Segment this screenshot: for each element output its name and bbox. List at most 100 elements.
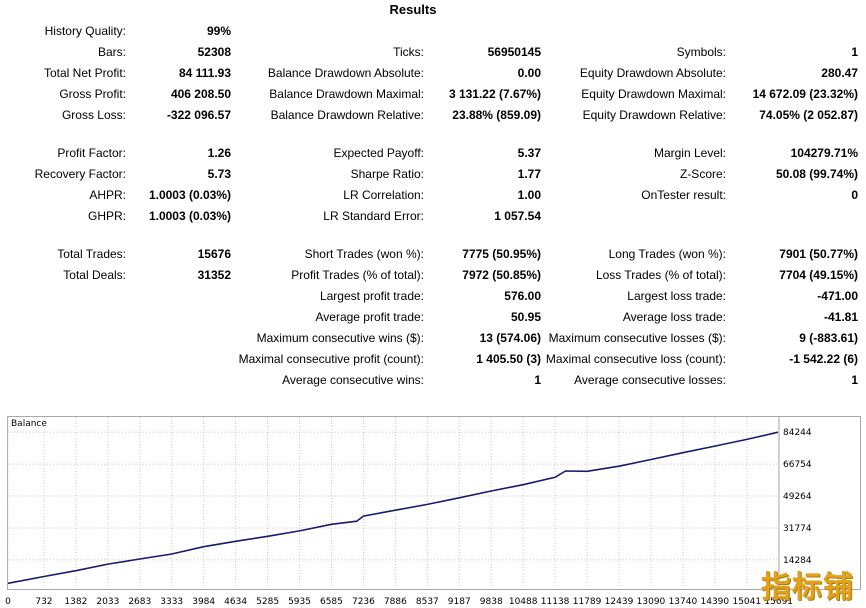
recovery-factor-label: Recovery Factor: [34,167,126,181]
ghpr-value: 1.0003 (0.03%) [148,209,231,223]
total-net-profit-label: Total Net Profit: [43,66,126,80]
avg-loss-value: -41.81 [823,310,858,324]
x-tick-label: 2683 [128,597,151,607]
gross-profit-label: Gross Profit: [59,87,126,101]
history-quality-label: History Quality: [44,24,126,38]
balance-dd-rel-value: 23.88% (859.09) [452,108,541,122]
short-trades-value: 7775 (50.95%) [462,247,541,261]
x-tick-label: 13740 [669,597,698,607]
ahpr-value: 1.0003 (0.03%) [148,188,231,202]
max-consec-wins-label: Maximum consecutive wins ($): [256,331,424,345]
x-tick-label: 11789 [573,597,602,607]
x-tick-label: 7236 [352,597,375,607]
profit-factor-label: Profit Factor: [57,146,126,160]
y-tick-label: 14284 [783,556,812,566]
x-tick-label: 5285 [256,597,279,607]
margin-level-value: 104279.71% [790,146,858,160]
lr-correlation-value: 1.00 [517,188,541,202]
x-tick-label: 14390 [701,597,730,607]
symbols-label: Symbols: [676,45,726,59]
z-score-value: 50.08 (99.74%) [775,167,858,181]
ontester-label: OnTester result: [641,188,726,202]
max-consec-losses-value: 9 (-883.61) [799,331,858,345]
total-net-profit-value: 84 111.93 [178,66,231,80]
x-tick-label: 3984 [192,597,215,607]
balance-dd-abs-label: Balance Drawdown Absolute: [267,66,424,80]
lr-std-error-label: LR Standard Error: [323,209,424,223]
balance-series-line [7,431,779,585]
largest-profit-value: 576.00 [504,289,541,303]
x-tick-label: 732 [35,597,52,607]
ticks-label: Ticks: [393,45,424,59]
avg-loss-label: Average loss trade: [622,310,726,324]
lr-std-error-value: 1 057.54 [494,209,541,223]
largest-profit-label: Largest profit trade: [319,289,424,303]
equity-dd-rel-label: Equity Drawdown Relative: [582,108,726,122]
ticks-value: 56950145 [487,45,541,59]
lr-correlation-label: LR Correlation: [343,188,424,202]
maximal-consec-loss-label: Maximal consecutive loss (count): [545,352,726,366]
margin-level-label: Margin Level: [653,146,726,160]
avg-consec-losses-value: 1 [851,373,858,387]
ontester-value: 0 [851,188,858,202]
recovery-factor-value: 5.73 [207,167,231,181]
history-quality-value: 99% [206,24,231,38]
sharpe-ratio-label: Sharpe Ratio: [350,167,424,181]
bars-label: Bars: [97,45,126,59]
total-deals-value: 31352 [197,268,231,282]
y-tick-label: 49264 [783,492,812,502]
x-tick-label: 8537 [416,597,439,607]
profit-trades-label: Profit Trades (% of total): [291,268,424,282]
avg-consec-losses-label: Average consecutive losses: [574,373,726,387]
x-tick-label: 10488 [509,597,538,607]
profit-factor-value: 1.26 [207,146,231,160]
y-tick-label: 84244 [783,428,812,438]
sharpe-ratio-value: 1.77 [517,167,541,181]
gross-loss-value: -322 096.57 [166,108,231,122]
x-tick-label: 9187 [448,597,471,607]
long-trades-value: 7901 (50.77%) [779,247,858,261]
avg-consec-wins-label: Average consecutive wins: [282,373,424,387]
loss-trades-label: Loss Trades (% of total): [595,268,726,282]
ghpr-label: GHPR: [87,209,126,223]
ahpr-label: AHPR: [89,188,126,202]
total-trades-value: 15676 [197,247,231,261]
page-title: Results [389,2,437,17]
gross-profit-value: 406 208.50 [170,87,231,101]
balance-dd-abs-value: 0.00 [517,66,541,80]
largest-loss-value: -471.00 [817,289,858,303]
long-trades-label: Long Trades (won %): [608,247,726,261]
avg-profit-value: 50.95 [510,310,541,324]
chart-title: Balance [11,419,47,429]
equity-dd-abs-label: Equity Drawdown Absolute: [579,66,726,80]
balance-dd-rel-label: Balance Drawdown Relative: [270,108,424,122]
largest-loss-label: Largest loss trade: [627,289,726,303]
maximal-consec-loss-value: -1 542.22 (6) [789,352,858,366]
equity-dd-max-value: 14 672.09 (23.32%) [752,87,858,101]
symbols-value: 1 [851,45,858,59]
x-tick-label: 2033 [96,597,119,607]
loss-trades-value: 7704 (49.15%) [779,268,858,282]
y-tick-label: 31774 [783,524,812,534]
x-tick-label: 12439 [605,597,634,607]
balance-dd-max-value: 3 131.22 (7.67%) [448,87,541,101]
x-tick-label: 0 [5,597,11,607]
short-trades-label: Short Trades (won %): [304,247,424,261]
x-tick-label: 15041 [732,597,761,607]
x-tick-label: 6585 [320,597,343,607]
total-trades-label: Total Trades: [57,247,126,261]
maximal-consec-profit-value: 1 405.50 (3) [476,352,541,366]
balance-dd-max-label: Balance Drawdown Maximal: [269,87,424,101]
x-tick-label: 15691 [764,597,793,607]
profit-trades-value: 7972 (50.85%) [462,268,541,282]
x-tick-label: 4634 [224,597,247,607]
x-tick-label: 3333 [160,597,183,607]
expected-payoff-label: Expected Payoff: [333,146,424,160]
watermark-logo: 指标铺 [761,570,854,605]
x-tick-label: 11138 [541,597,570,607]
maximal-consec-profit-label: Maximal consecutive profit (count): [238,352,424,366]
total-deals-label: Total Deals: [63,268,126,282]
x-tick-label: 7886 [384,597,407,607]
gross-loss-label: Gross Loss: [61,108,126,122]
